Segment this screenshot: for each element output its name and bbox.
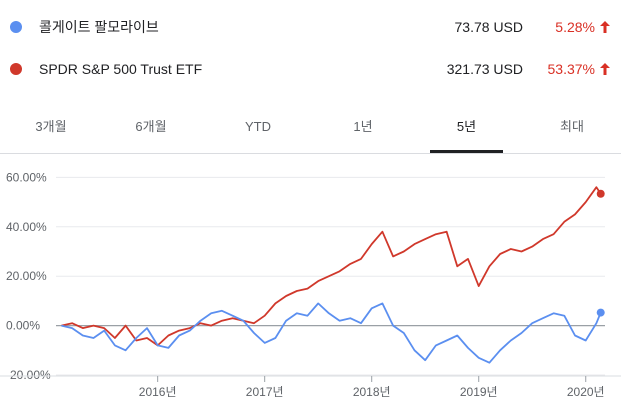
legend-row-colgate[interactable]: 콜게이트 팔모라이브 73.78 USD 5.28% (0, 12, 621, 42)
tab-6m[interactable]: 6개월 (135, 119, 167, 134)
x-tick-label: 2017년 (246, 385, 284, 399)
series-end-point (596, 308, 605, 317)
series-change: 53.37% (547, 61, 595, 77)
series-line (61, 186, 602, 347)
series-lines (61, 186, 605, 364)
x-tick-label: 2016년 (139, 385, 177, 399)
series-price: 73.78 USD (454, 19, 523, 35)
series-name: 콜게이트 팔모라이브 (39, 19, 159, 35)
y-tick-label: 20.00% (6, 269, 47, 283)
series-line (61, 302, 602, 364)
y-tick-label: -20.00% (6, 368, 51, 382)
y-tick-label: 60.00% (6, 170, 47, 184)
tab-max[interactable]: 최대 (560, 119, 584, 134)
series-price: 321.73 USD (446, 61, 523, 77)
legend-row-spy[interactable]: SPDR S&P 500 Trust ETF 321.73 USD 53.37% (0, 54, 621, 84)
tab-ytd[interactable]: YTD (245, 119, 271, 134)
arrow-up-icon (600, 21, 610, 33)
series-color-dot (10, 21, 22, 33)
x-tick-label: 2019년 (460, 385, 498, 399)
tab-1y[interactable]: 1년 (353, 119, 373, 134)
tab-3m[interactable]: 3개월 (35, 119, 67, 134)
x-tick-label: 2018년 (353, 385, 391, 399)
x-tick-label: 2020년 (567, 385, 605, 399)
y-axis: 60.00% 40.00% 20.00% 0.00% -20.00% (6, 170, 605, 382)
series-end-point (596, 189, 605, 198)
y-tick-label: 0.00% (6, 319, 40, 333)
series-name: SPDR S&P 500 Trust ETF (39, 61, 203, 77)
tab-5y[interactable]: 5년 (430, 105, 503, 153)
y-tick-label: 40.00% (6, 220, 47, 234)
range-tabs: 3개월 6개월 YTD 1년 5년 최대 (0, 105, 621, 154)
series-color-dot (10, 63, 22, 75)
series-change: 5.28% (555, 19, 595, 35)
arrow-up-icon (600, 63, 610, 75)
price-chart[interactable]: 60.00% 40.00% 20.00% 0.00% -20.00% 2016년 2017… (0, 155, 621, 406)
x-axis: 2016년 2017년 2018년 2019년 2020년 (0, 375, 621, 399)
